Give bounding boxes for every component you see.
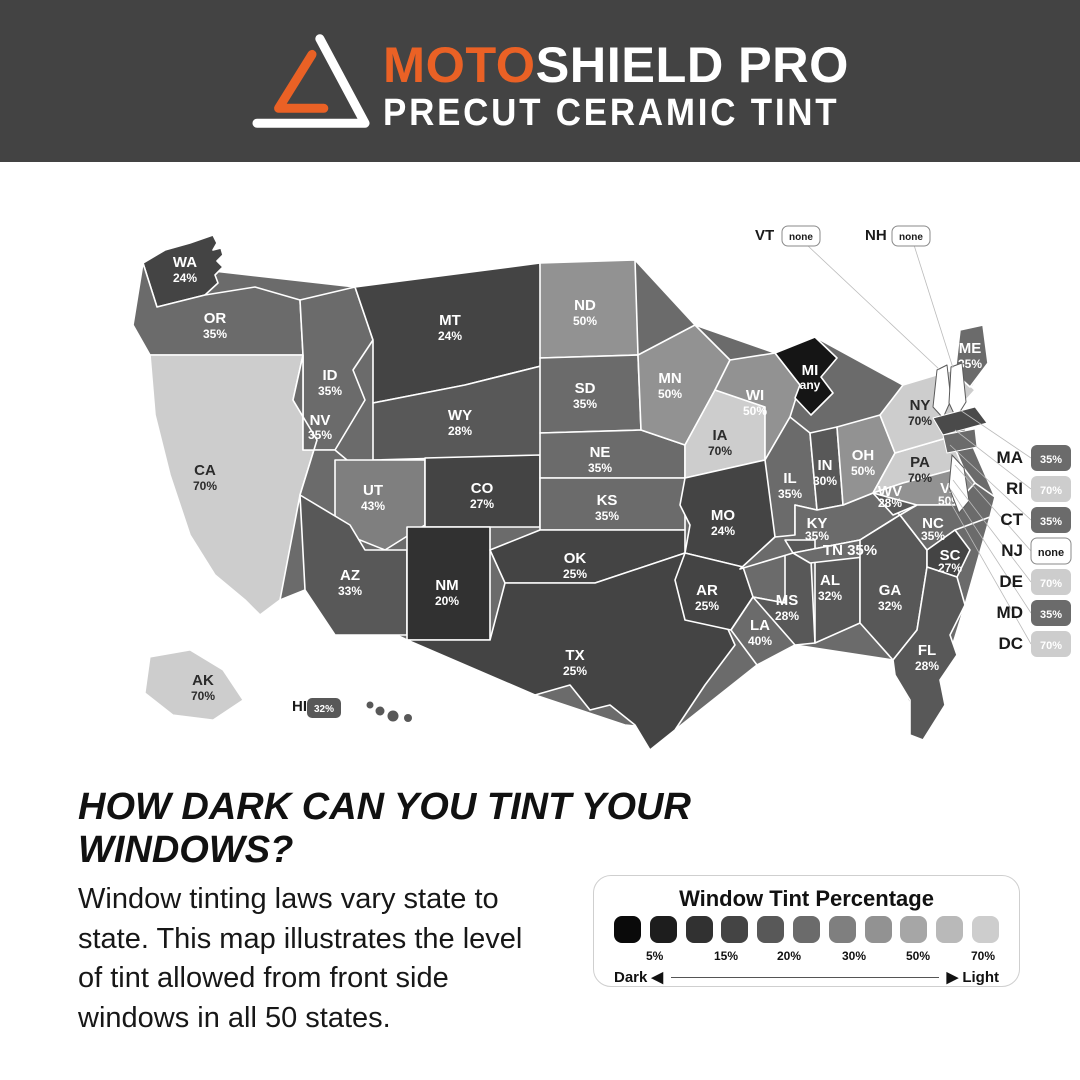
svg-text:HI: HI: [292, 698, 307, 715]
svg-text:CO: CO: [471, 480, 494, 497]
svg-text:35%: 35%: [778, 487, 802, 501]
svg-text:NH: NH: [865, 227, 887, 244]
svg-text:40%: 40%: [748, 634, 772, 648]
svg-text:NY: NY: [910, 397, 931, 414]
svg-text:MT: MT: [439, 312, 461, 329]
svg-text:CA: CA: [194, 462, 216, 479]
svg-text:CT: CT: [1000, 510, 1023, 529]
svg-text:32%: 32%: [314, 704, 334, 715]
svg-text:20%: 20%: [435, 594, 459, 608]
svg-text:none: none: [1038, 547, 1064, 559]
svg-text:PA: PA: [910, 454, 930, 471]
svg-text:IL: IL: [783, 470, 796, 487]
svg-text:24%: 24%: [173, 271, 197, 285]
svg-text:32%: 32%: [878, 599, 902, 613]
svg-text:AZ: AZ: [340, 567, 360, 584]
svg-text:MA: MA: [997, 448, 1023, 467]
svg-text:TN 35%: TN 35%: [823, 542, 877, 559]
svg-text:28%: 28%: [915, 659, 939, 673]
svg-text:35%: 35%: [573, 397, 597, 411]
svg-text:NV: NV: [310, 412, 331, 429]
svg-text:AR: AR: [696, 582, 718, 599]
svg-text:28%: 28%: [448, 424, 472, 438]
svg-text:ME: ME: [959, 340, 982, 357]
svg-text:70%: 70%: [1040, 485, 1062, 497]
svg-text:50%: 50%: [743, 404, 767, 418]
svg-text:35%: 35%: [1040, 609, 1062, 621]
svg-text:28%: 28%: [878, 496, 902, 510]
svg-text:27%: 27%: [470, 497, 494, 511]
svg-text:24%: 24%: [711, 524, 735, 538]
svg-text:NJ: NJ: [1001, 541, 1023, 560]
svg-text:50%: 50%: [851, 464, 875, 478]
svg-text:KS: KS: [597, 492, 618, 509]
svg-text:IN: IN: [818, 457, 833, 474]
svg-text:27%: 27%: [938, 561, 962, 575]
svg-text:70%: 70%: [908, 471, 932, 485]
svg-text:35%: 35%: [203, 327, 227, 341]
svg-text:GA: GA: [879, 582, 902, 599]
svg-text:25%: 25%: [563, 664, 587, 678]
svg-text:SD: SD: [575, 380, 596, 397]
svg-text:TX: TX: [565, 647, 584, 664]
svg-text:MD: MD: [997, 603, 1023, 622]
svg-text:IA: IA: [713, 427, 728, 444]
svg-text:35%: 35%: [1040, 516, 1062, 528]
svg-text:LA: LA: [750, 617, 770, 634]
svg-text:70%: 70%: [193, 479, 217, 493]
svg-text:NM: NM: [435, 577, 458, 594]
svg-text:WA: WA: [173, 254, 197, 271]
svg-text:35%: 35%: [308, 428, 332, 442]
svg-text:50%: 50%: [658, 387, 682, 401]
svg-text:WY: WY: [448, 407, 472, 424]
svg-text:25%: 25%: [563, 567, 587, 581]
svg-text:OH: OH: [852, 447, 875, 464]
svg-text:ID: ID: [323, 367, 338, 384]
svg-text:70%: 70%: [708, 444, 732, 458]
svg-text:OK: OK: [564, 550, 587, 567]
svg-text:MI: MI: [802, 362, 819, 379]
svg-text:DC: DC: [998, 634, 1023, 653]
svg-text:UT: UT: [363, 482, 383, 499]
svg-text:AL: AL: [820, 572, 840, 589]
svg-text:MN: MN: [658, 370, 681, 387]
svg-text:70%: 70%: [191, 689, 215, 703]
svg-text:35%: 35%: [595, 509, 619, 523]
svg-text:OR: OR: [204, 310, 227, 327]
svg-text:35%: 35%: [588, 461, 612, 475]
svg-text:70%: 70%: [908, 414, 932, 428]
svg-text:none: none: [899, 232, 923, 243]
svg-text:24%: 24%: [438, 329, 462, 343]
svg-text:NE: NE: [590, 444, 611, 461]
svg-text:MO: MO: [711, 507, 735, 524]
svg-text:50%: 50%: [573, 314, 597, 328]
svg-text:35%: 35%: [318, 384, 342, 398]
svg-text:DE: DE: [999, 572, 1023, 591]
svg-text:FL: FL: [918, 642, 936, 659]
svg-text:MS: MS: [776, 592, 799, 609]
svg-text:70%: 70%: [1040, 578, 1062, 590]
svg-text:any: any: [800, 378, 821, 392]
svg-text:WI: WI: [746, 387, 764, 404]
svg-text:35%: 35%: [805, 529, 829, 543]
svg-text:AK: AK: [192, 672, 214, 689]
svg-text:none: none: [789, 232, 813, 243]
svg-text:35%: 35%: [1040, 454, 1062, 466]
svg-text:43%: 43%: [361, 499, 385, 513]
svg-text:70%: 70%: [1040, 640, 1062, 652]
svg-text:VT: VT: [755, 227, 774, 244]
svg-text:ND: ND: [574, 297, 596, 314]
svg-text:33%: 33%: [338, 584, 362, 598]
svg-text:32%: 32%: [818, 589, 842, 603]
svg-text:30%: 30%: [813, 474, 837, 488]
svg-text:25%: 25%: [695, 599, 719, 613]
svg-text:28%: 28%: [775, 609, 799, 623]
svg-text:35%: 35%: [921, 529, 945, 543]
svg-text:RI: RI: [1006, 479, 1023, 498]
